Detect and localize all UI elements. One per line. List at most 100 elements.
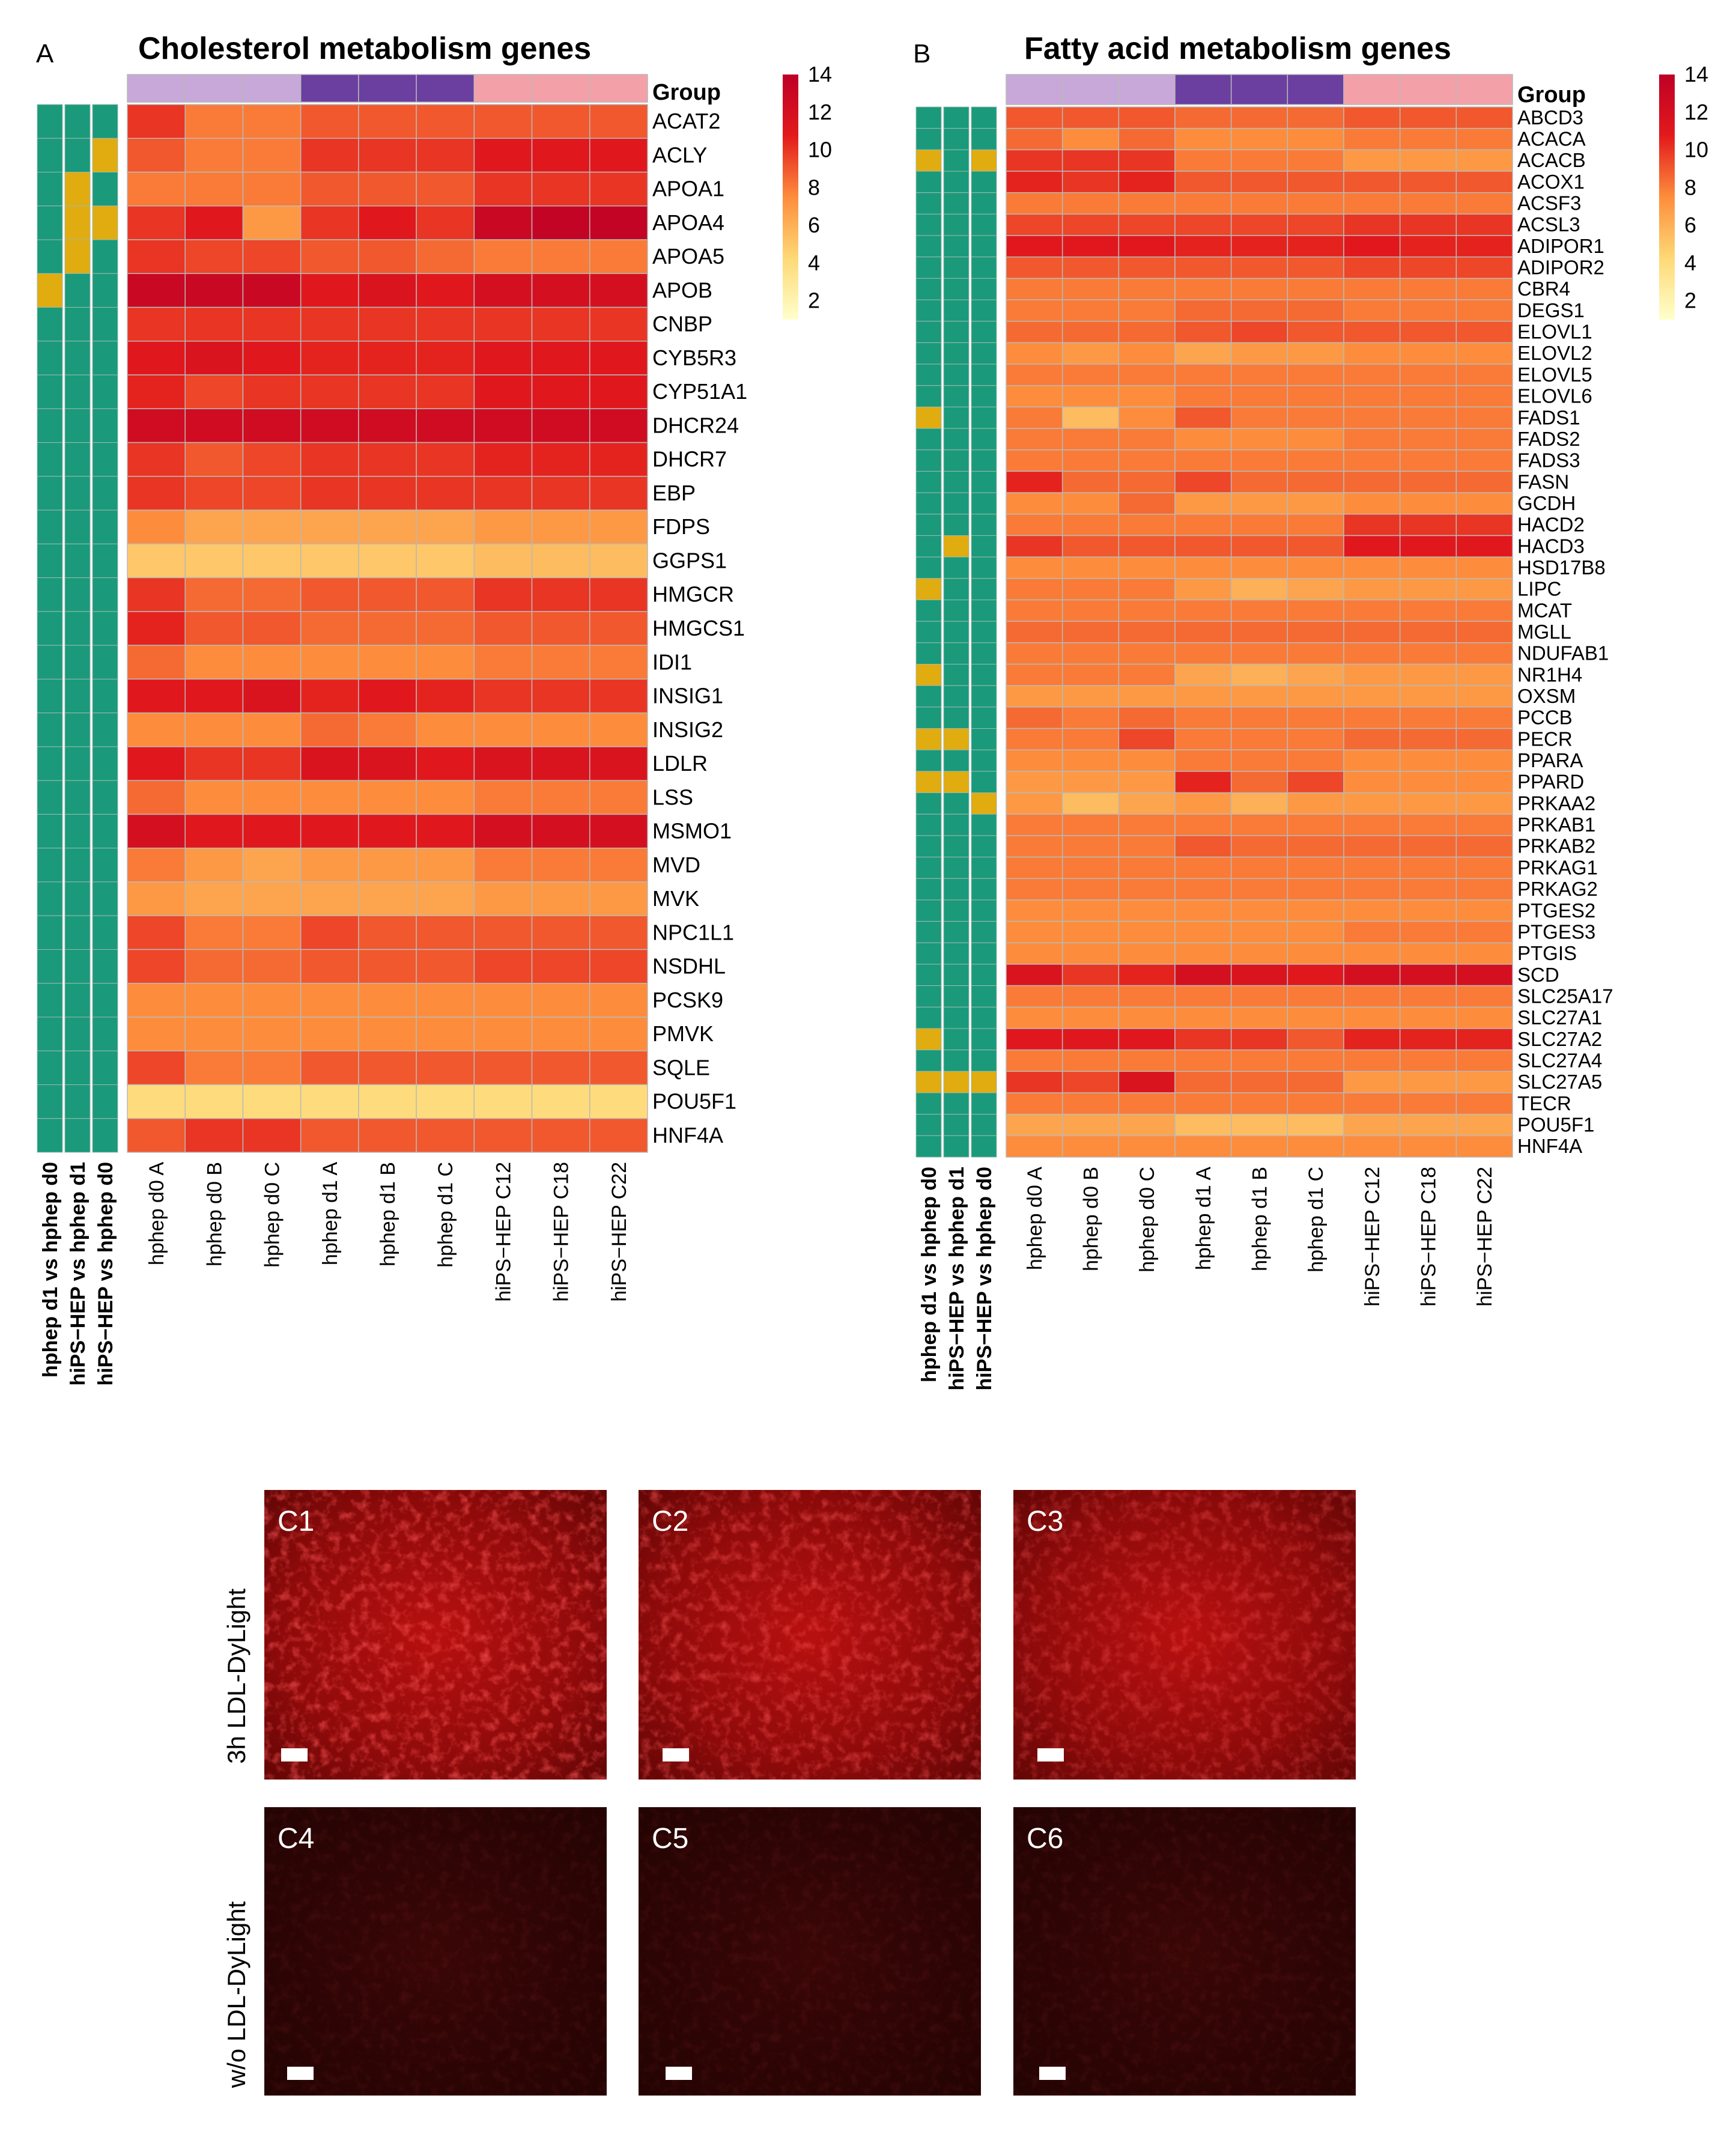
comparison-cell xyxy=(64,273,91,308)
heatmap-cell xyxy=(1455,813,1513,836)
heatmap-cell xyxy=(1455,920,1513,944)
heatmap-cell xyxy=(242,847,302,883)
heatmap-cell xyxy=(416,306,475,342)
heatmap-cell xyxy=(1230,385,1288,408)
heatmap-cell xyxy=(184,239,244,275)
comparison-cell xyxy=(943,363,970,386)
comparison-label: hphep d1 vs hphep d0 xyxy=(39,1162,62,1378)
comparison-cell xyxy=(971,878,997,901)
heatmap-cell xyxy=(1287,621,1344,643)
row-label: ACLY xyxy=(652,142,707,167)
comparison-label: hiPS−HEP vs hphep d1 xyxy=(945,1167,968,1391)
heatmap-cell xyxy=(1343,449,1401,472)
panel-a-letter: A xyxy=(36,39,54,68)
heatmap-cell xyxy=(1006,835,1063,858)
row-label: PMVK xyxy=(652,1021,714,1046)
heatmap-cell xyxy=(531,1017,590,1051)
comparison-label: hiPS−HEP vs hphep d1 xyxy=(67,1162,90,1386)
heatmap-cell xyxy=(416,577,475,612)
comparison-cell xyxy=(915,1006,942,1029)
heatmap-cell xyxy=(1061,856,1120,879)
legend-tick: 8 xyxy=(808,175,820,199)
heatmap-cell xyxy=(127,104,186,139)
heatmap-cell xyxy=(531,847,590,883)
heatmap-cell xyxy=(1287,213,1344,236)
heatmap-cell xyxy=(1399,171,1457,193)
heatmap-cell xyxy=(473,915,533,950)
heatmap-cell xyxy=(242,273,302,308)
row-label: ACSF3 xyxy=(1517,192,1581,214)
heatmap-cell xyxy=(473,408,533,443)
heatmap-cell xyxy=(1118,578,1176,601)
heatmap-cell xyxy=(1174,642,1232,665)
heatmap-cell xyxy=(1006,363,1063,386)
comparison-cell xyxy=(64,813,91,849)
comparison-cell xyxy=(37,205,63,240)
comparison-label: hiPS−HEP vs hphep d0 xyxy=(94,1162,117,1386)
column-label: hphep d1 A xyxy=(319,1162,342,1265)
comparison-cell xyxy=(915,342,942,365)
comparison-cell xyxy=(64,780,91,815)
row-label: LIPC xyxy=(1517,578,1561,600)
heatmap-cell xyxy=(1230,771,1288,794)
legend-tick: 8 xyxy=(1684,175,1696,199)
comparison-cell xyxy=(915,556,942,579)
heatmap-cell xyxy=(473,138,533,173)
heatmap-cell xyxy=(1455,1006,1513,1029)
row-label: ELOVL6 xyxy=(1517,385,1592,407)
heatmap-cell xyxy=(1455,1113,1513,1137)
heatmap-cell xyxy=(1343,578,1401,601)
row-label: HMGCR xyxy=(652,582,734,607)
comparison-cell xyxy=(971,492,997,515)
heatmap-cell xyxy=(1230,578,1288,601)
heatmap-cell xyxy=(300,847,359,883)
heatmap-cell xyxy=(184,1050,244,1086)
heatmap-cell xyxy=(416,645,475,680)
heatmap-cell xyxy=(1455,556,1513,579)
heatmap-cell xyxy=(1061,106,1120,129)
comparison-cell xyxy=(64,374,91,409)
heatmap-cell xyxy=(1006,235,1063,258)
comparison-cell xyxy=(971,857,997,879)
group-annotation-cell xyxy=(1455,74,1513,105)
heatmap-cell xyxy=(589,239,648,275)
heatmap-cell xyxy=(589,1117,648,1153)
heatmap-cell xyxy=(127,442,186,477)
row-label: PPARD xyxy=(1517,771,1584,793)
heatmap-cell xyxy=(127,306,186,342)
comparison-cell xyxy=(943,1135,970,1158)
heatmap-cell xyxy=(1006,728,1063,750)
heatmap-cell xyxy=(589,678,648,714)
heatmap-cell xyxy=(1061,835,1120,858)
comparison-cell xyxy=(64,949,91,984)
row-label: PRKAB1 xyxy=(1517,813,1595,836)
heatmap-cell xyxy=(1230,1113,1288,1137)
row-label: APOA1 xyxy=(652,177,724,201)
heatmap-cell xyxy=(1455,856,1513,879)
comparison-cell xyxy=(915,235,942,258)
comparison-cell xyxy=(37,476,63,511)
heatmap-cell xyxy=(1343,899,1401,922)
comparison-cell xyxy=(943,599,970,622)
heatmap-cell xyxy=(1287,470,1344,493)
row-label: ABCD3 xyxy=(1517,106,1583,129)
comparison-cell xyxy=(92,442,118,477)
row-label: GCDH xyxy=(1517,492,1576,514)
heatmap-cell xyxy=(184,915,244,950)
heatmap-cell xyxy=(589,611,648,646)
heatmap-cell xyxy=(184,476,244,511)
heatmap-cell xyxy=(358,543,417,579)
comparison-cell xyxy=(943,771,970,794)
heatmap-cell xyxy=(1061,492,1120,515)
row-label: DEGS1 xyxy=(1517,299,1585,321)
heatmap-cell xyxy=(1006,899,1063,922)
heatmap-cell xyxy=(358,1017,417,1051)
comparison-cell xyxy=(915,278,942,300)
heatmap-cell xyxy=(1174,428,1232,451)
comparison-cell xyxy=(971,1092,997,1115)
heatmap-cell xyxy=(473,543,533,579)
heatmap-cell xyxy=(1118,106,1176,129)
micro-label-c3: C3 xyxy=(1027,1506,1063,1537)
heatmap-cell xyxy=(1230,149,1288,172)
